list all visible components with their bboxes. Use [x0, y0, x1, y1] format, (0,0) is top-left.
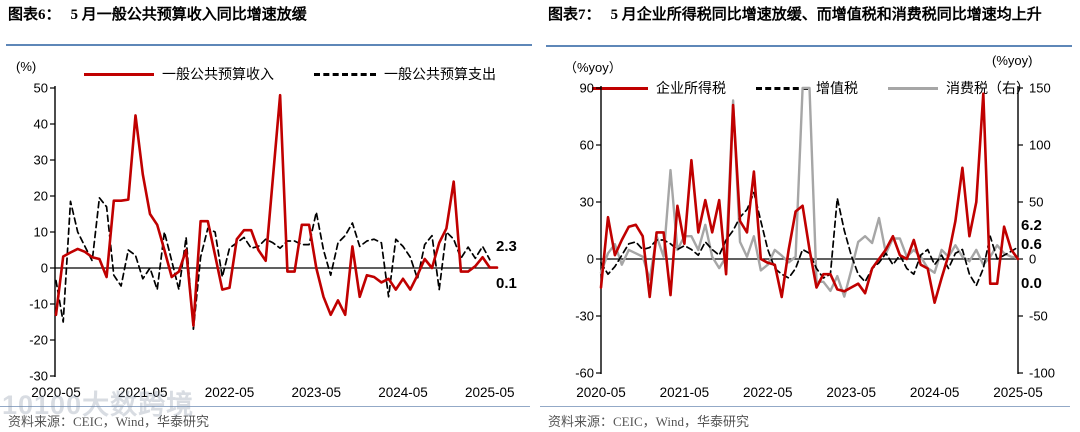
y-tick-label: 50 — [1029, 195, 1043, 210]
figure-6-legend: 一般公共预算收入 一般公共预算支出 — [84, 64, 496, 84]
y-tick-label: -10 — [29, 297, 48, 312]
y-axis-unit-right: (%yoy) — [992, 53, 1033, 68]
x-tick-label: 2022-05 — [743, 385, 793, 400]
y-axis-unit-left: （%yoy） — [564, 60, 622, 75]
y-tick-label: 0 — [587, 252, 594, 267]
y-tick-label: -30 — [29, 369, 48, 384]
red-solid-line-sample-icon — [592, 86, 648, 90]
y-tick-label: 30 — [34, 153, 48, 168]
y-tick-label: -30 — [575, 309, 594, 324]
end-value-label: 6.2 — [1021, 217, 1042, 234]
legend-label: 一般公共预算收入 — [162, 68, 274, 83]
x-tick-label: 2021-05 — [660, 385, 710, 400]
end-value-label: 0.6 — [1021, 236, 1042, 253]
y-tick-label: 150 — [1029, 81, 1051, 96]
legend-label: 增值税 — [816, 82, 858, 97]
series-line-1 — [55, 196, 491, 331]
source-note: 资料来源：CEIC，Wind，华泰研究 — [548, 414, 749, 429]
x-tick-label: 2020-05 — [31, 385, 81, 400]
y-tick-label: 40 — [34, 117, 48, 132]
bottom-divider-rule — [540, 406, 1070, 407]
figure-6-title: 图表6： 5 月一般公共预算收入同比增速放缓 — [8, 5, 528, 27]
x-tick-label: 2022-05 — [205, 385, 255, 400]
legend-label: 一般公共预算支出 — [384, 68, 496, 83]
black-dashed-line-sample-icon — [756, 86, 808, 90]
y-tick-label: -50 — [1029, 309, 1048, 324]
black-dashed-line-sample-icon — [314, 72, 376, 76]
y-tick-label: 30 — [580, 195, 594, 210]
y-tick-label: -60 — [575, 366, 594, 381]
figure-6-label: 图表6： — [8, 7, 61, 23]
y-tick-label: -20 — [29, 333, 48, 348]
figure-7-legend: 企业所得税 增值税 消费税（右） — [592, 78, 1030, 98]
series-line-0 — [599, 92, 1020, 305]
red-solid-line-sample-icon — [84, 72, 154, 76]
x-tick-label: 2021-05 — [118, 385, 168, 400]
gray-solid-line-sample-icon — [888, 86, 938, 90]
bottom-divider-rule — [0, 406, 530, 407]
figure-7-title-text: 5 月企业所得税同比增速放缓、而增值税和消费税同比增速均上升 — [610, 7, 1042, 23]
legend-item-revenue: 一般公共预算收入 — [84, 64, 274, 84]
x-tick-label: 2023-05 — [826, 385, 876, 400]
y-tick-label: 60 — [580, 138, 594, 153]
end-value-label: 2.3 — [496, 238, 517, 255]
legend-item-expenditure: 一般公共预算支出 — [314, 64, 496, 84]
y-tick-label: 0 — [1029, 252, 1036, 267]
source-note: 资料来源：CEIC，Wind，华泰研究 — [8, 414, 209, 429]
end-value-label: 0.1 — [496, 275, 517, 292]
figure-7-title: 图表7： 5 月企业所得税同比增速放缓、而增值税和消费税同比增速均上升 — [548, 5, 1068, 27]
title-divider-rule — [546, 45, 1072, 47]
y-tick-label: 10 — [34, 225, 48, 240]
series-line-2 — [599, 86, 1020, 298]
x-tick-label: 2025-05 — [993, 385, 1043, 400]
y-axis-unit-left: (%) — [16, 59, 37, 74]
x-tick-label: 2024-05 — [378, 385, 428, 400]
x-tick-label: 2023-05 — [292, 385, 342, 400]
y-tick-label: 90 — [580, 81, 594, 96]
y-tick-label: 100 — [1029, 138, 1051, 153]
series-line-0 — [54, 93, 499, 327]
legend-item-corporate-income-tax: 企业所得税 — [592, 78, 726, 98]
x-tick-label: 2025-05 — [465, 385, 515, 400]
figure-6-title-text: 5 月一般公共预算收入同比增速放缓 — [70, 7, 307, 23]
figure-7-panel: 图表7： 5 月企业所得税同比增速放缓、而增值税和消费税同比增速均上升 （%yoy… — [540, 0, 1080, 432]
y-tick-label: 20 — [34, 189, 48, 204]
x-tick-label: 2024-05 — [910, 385, 960, 400]
legend-item-vat: 增值税 — [756, 78, 858, 98]
legend-label: 企业所得税 — [656, 82, 726, 97]
figure-6-panel: 图表6： 5 月一般公共预算收入同比增速放缓 (%) 一般公共预算收入 一般公共预… — [0, 5, 532, 429]
figure-7-label: 图表7： — [548, 7, 601, 23]
y-tick-label: -100 — [1029, 366, 1055, 381]
tax-categories-line-chart: 90 60 30 0 -30 -60 150 100 50 0 -50 -100 2020-05 2021… — [575, 81, 1055, 401]
legend-item-consumption-tax: 消费税（右） — [888, 78, 1030, 98]
end-value-label: 0.0 — [1021, 275, 1042, 292]
title-divider-rule — [6, 44, 532, 46]
y-tick-label: 0 — [41, 261, 48, 276]
legend-label: 消费税（右） — [946, 82, 1030, 97]
y-tick-label: 50 — [34, 81, 48, 96]
x-tick-label: 2020-05 — [576, 385, 626, 400]
